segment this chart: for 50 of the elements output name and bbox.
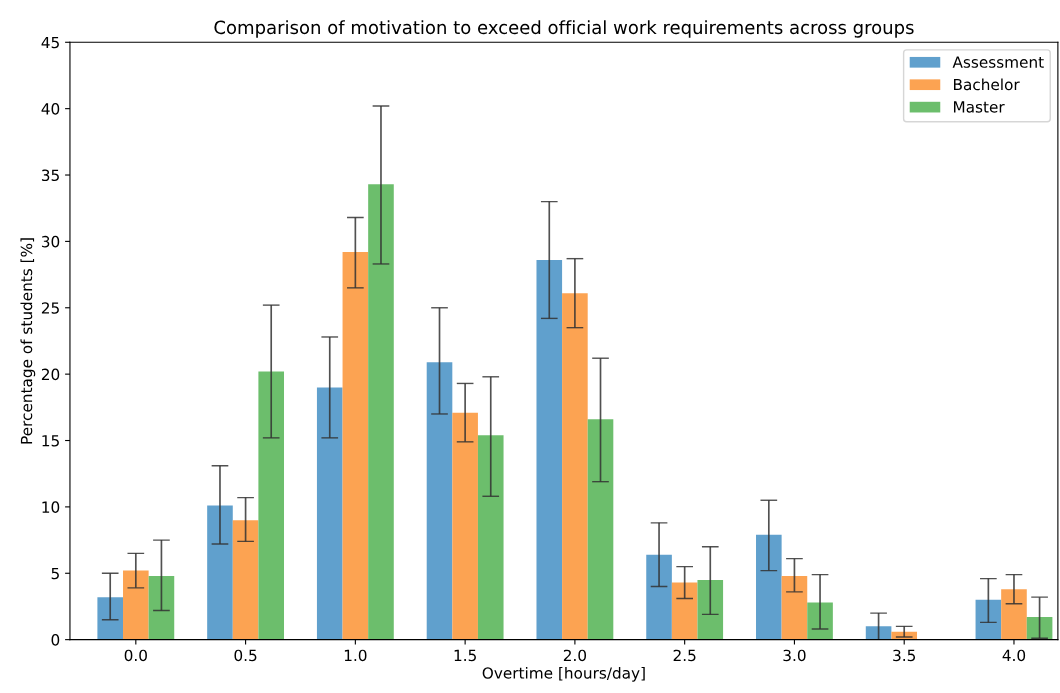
bar [587, 419, 614, 640]
bar [975, 599, 1002, 640]
y-tick-label: 25 [41, 302, 59, 314]
bar [342, 252, 369, 640]
bar [97, 597, 124, 640]
y-tick-label: 10 [42, 501, 60, 513]
bar [1001, 589, 1027, 640]
bar [452, 412, 478, 640]
x-tick-label: 2.5 [673, 649, 696, 662]
y-tick-label: 45 [41, 36, 59, 49]
x-axis-title: Overtime [hours/day] [482, 666, 645, 682]
bar [781, 575, 808, 640]
bar [646, 554, 672, 640]
y-tick-label: 40 [41, 103, 60, 115]
bar [807, 602, 833, 640]
bar [1026, 617, 1053, 640]
x-tick-label: 3.0 [783, 649, 806, 662]
bar [148, 575, 175, 640]
x-tick-label: 4.0 [1002, 649, 1026, 662]
bar [756, 534, 782, 640]
x-tick-label: 3.5 [893, 649, 916, 662]
chart-title: Comparison of motivation to exceed official work requirements across groups [214, 20, 914, 38]
bar [671, 582, 698, 640]
legend-label: Assessment [952, 56, 1044, 68]
bar [562, 293, 588, 640]
x-tick-label: 2.0 [563, 649, 587, 662]
legend-label: Master [953, 101, 1005, 113]
bar [368, 184, 394, 640]
x-tick-label: 0.5 [234, 649, 257, 662]
bar [426, 362, 453, 640]
y-tick-label: 20 [41, 368, 60, 381]
bar [477, 435, 504, 640]
bar [258, 371, 285, 640]
bar [865, 626, 892, 640]
y-tick-label: 0 [51, 634, 60, 646]
bar [232, 520, 259, 640]
bar [316, 387, 343, 640]
y-tick-label: 30 [41, 235, 60, 248]
bar [123, 570, 149, 640]
bar [536, 259, 563, 640]
y-tick-label: 35 [41, 169, 59, 182]
bar [207, 505, 233, 640]
y-axis-title: Percentage of students [%] [20, 238, 36, 444]
x-tick-label: 0.0 [124, 649, 147, 662]
x-tick-label: 1.5 [454, 649, 476, 662]
x-tick-label: 1.0 [344, 649, 367, 662]
y-tick-label: 5 [51, 567, 59, 580]
legend-label: Bachelor [953, 78, 1020, 91]
y-tick-label: 15 [42, 435, 59, 447]
bar [697, 579, 724, 640]
